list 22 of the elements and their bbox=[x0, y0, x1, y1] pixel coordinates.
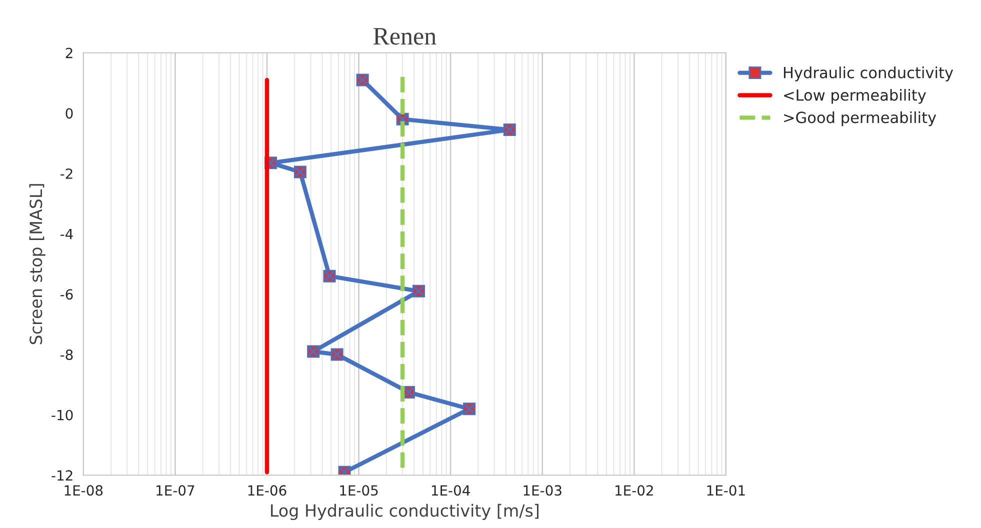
x-tick-label: 1E-07 bbox=[156, 485, 194, 496]
y-tick-label: -6 bbox=[60, 289, 73, 300]
y-tick-label: 0 bbox=[66, 108, 73, 119]
x-tick-label: 1E-04 bbox=[432, 485, 470, 496]
y-axis-title: Screen stop [MASL] bbox=[29, 184, 46, 344]
y-tick-label: 2 bbox=[66, 48, 72, 58]
legend-label: Hydraulic conductivity bbox=[784, 66, 954, 82]
y-tick-label: -4 bbox=[60, 228, 73, 240]
y-tick-label: -8 bbox=[60, 349, 73, 360]
legend-label: <Low permeability bbox=[784, 88, 926, 104]
x-tick-label: 1E-06 bbox=[248, 485, 286, 496]
x-tick-label: 1E-01 bbox=[707, 485, 745, 496]
chart-title: Renen bbox=[373, 28, 436, 45]
x-axis-title: Log Hydraulic conductivity [m/s] bbox=[271, 504, 538, 520]
y-tick-label: -10 bbox=[52, 410, 73, 420]
x-tick-label: 1E-08 bbox=[64, 485, 103, 496]
x-tick-label: 1E-02 bbox=[616, 485, 653, 496]
y-tick-label: -2 bbox=[60, 168, 72, 179]
x-tick-label: 1E-03 bbox=[524, 485, 562, 496]
x-tick-label: 1E-05 bbox=[340, 485, 378, 496]
y-tick-label: -12 bbox=[52, 470, 72, 480]
legend-label: >Good permeability bbox=[784, 111, 936, 126]
